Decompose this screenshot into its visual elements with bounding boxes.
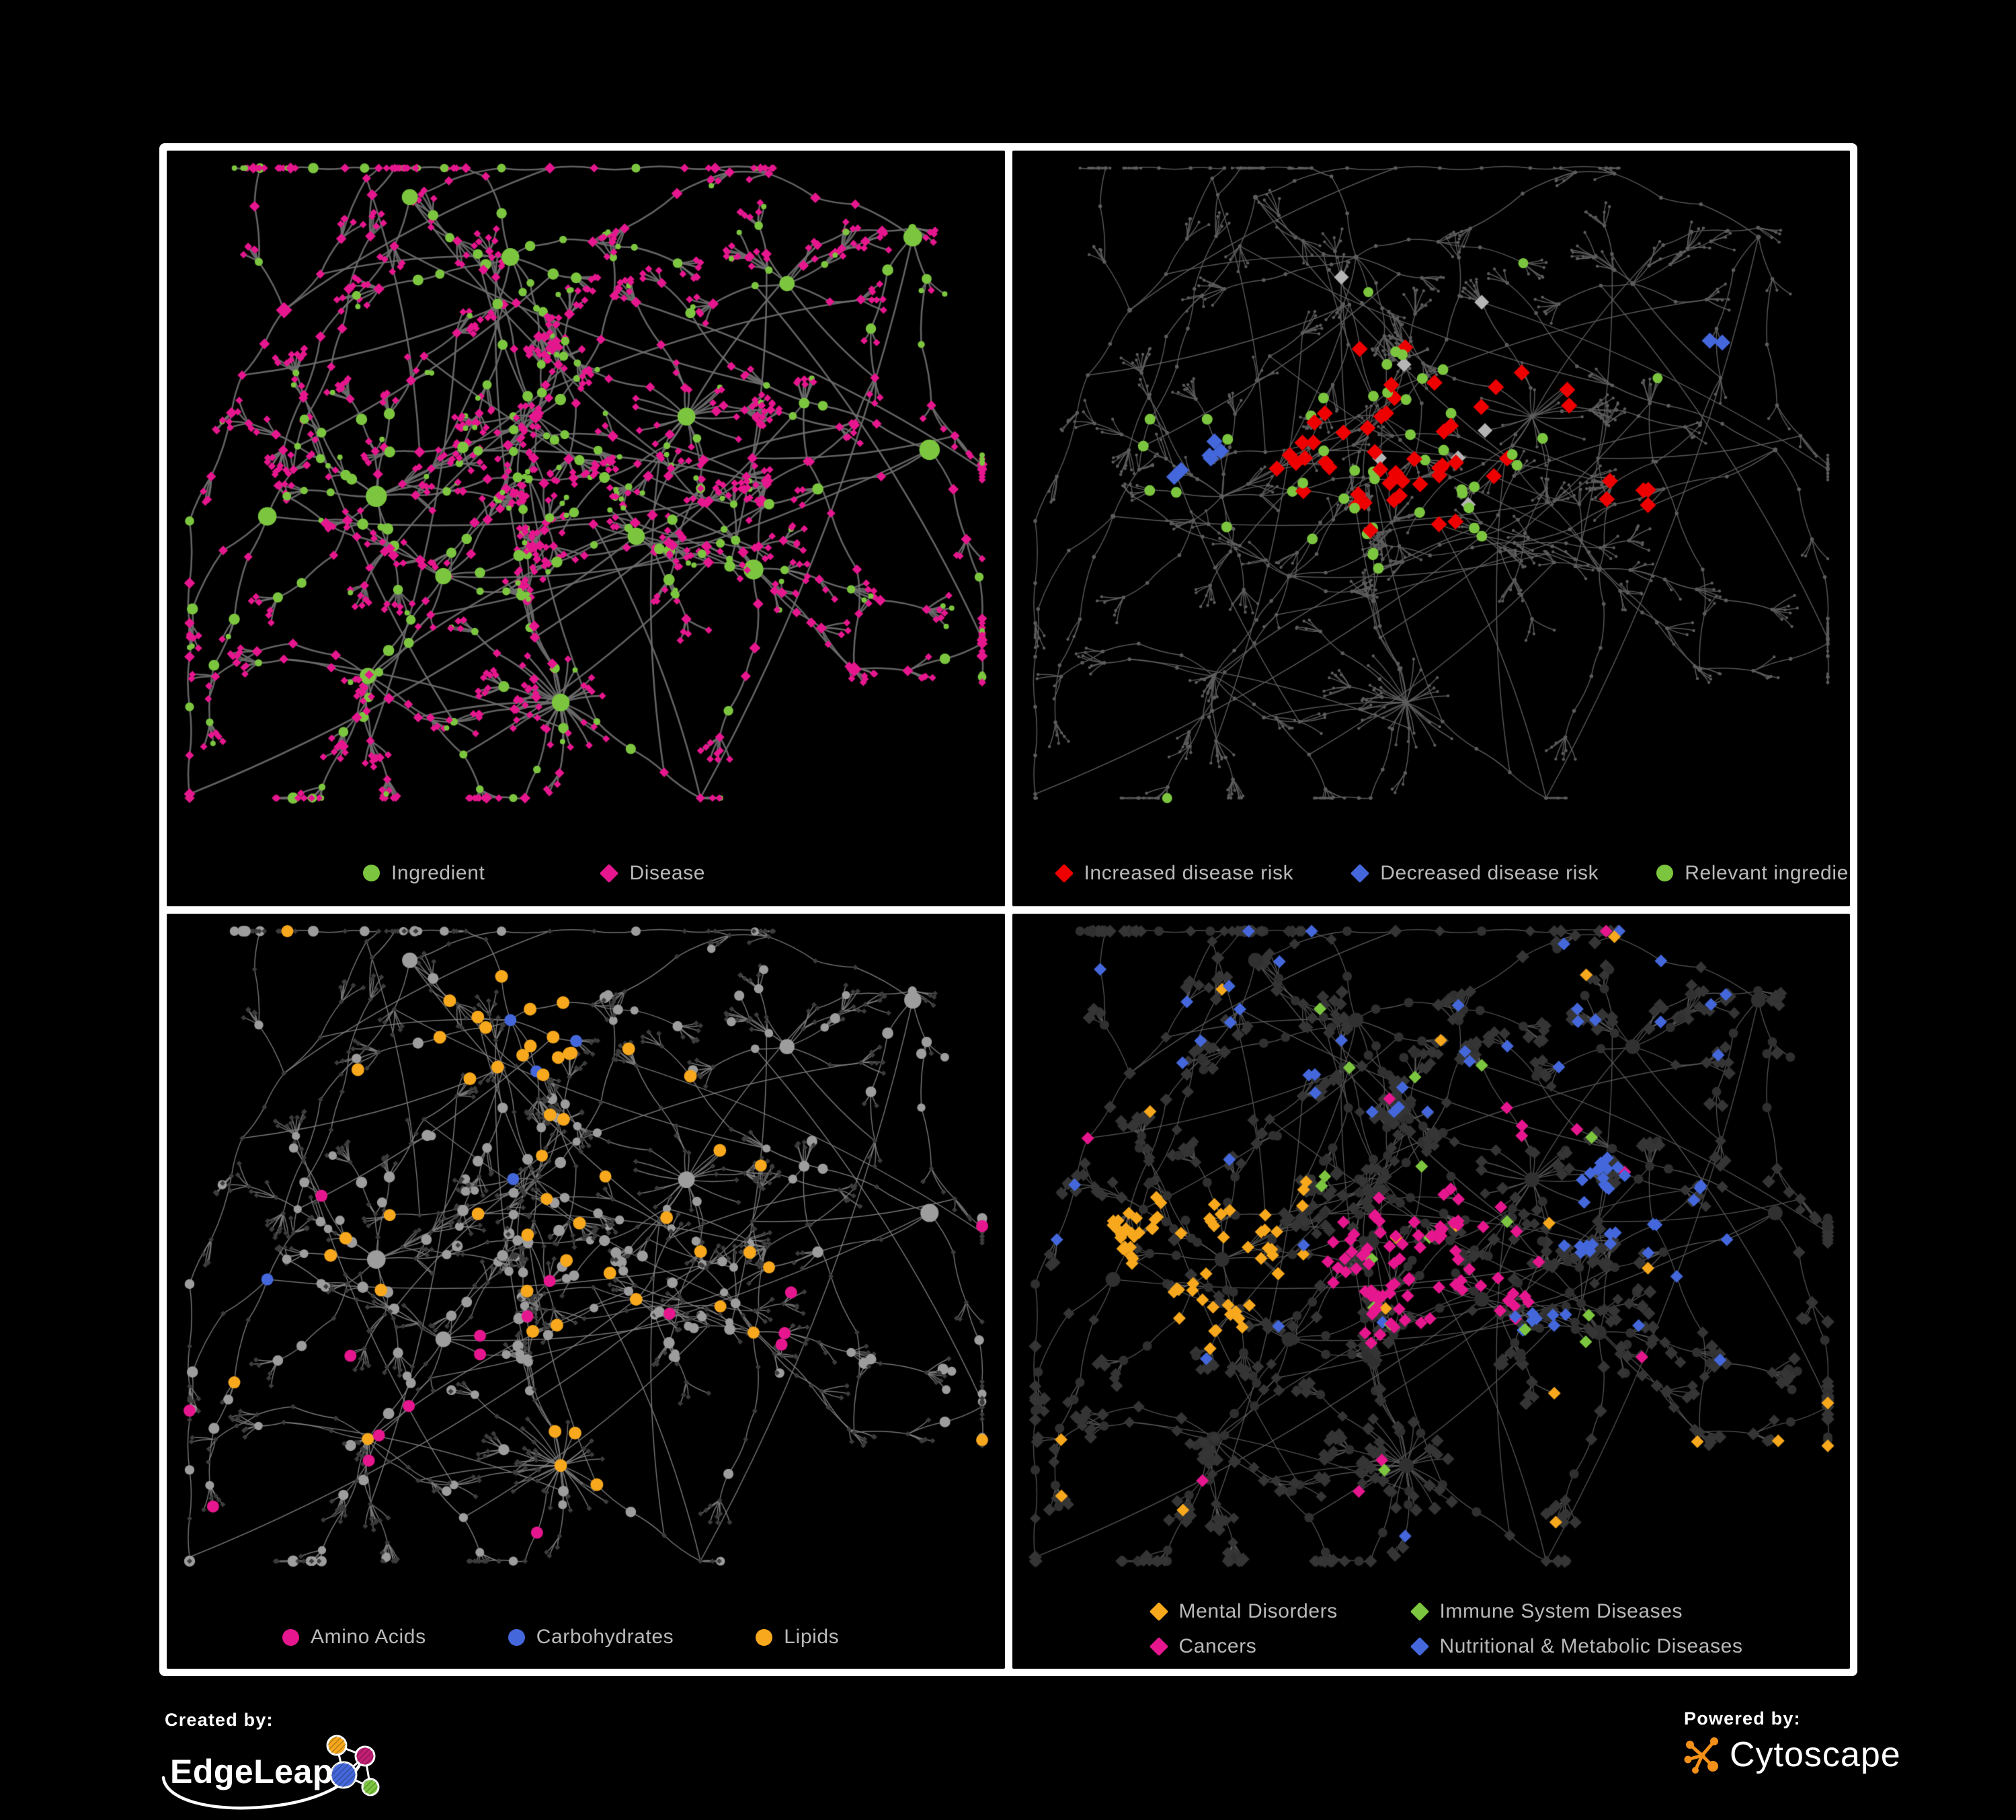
- legend-item-amino-acids: Amino Acids: [282, 1626, 426, 1649]
- legend-diamond-cancers: [1149, 1636, 1168, 1657]
- panel-disease-category: Mental Disorders Immune System Diseases Ca…: [1012, 913, 1850, 1669]
- created-by-block: Created by: EdgeLeap: [161, 1710, 541, 1817]
- legend-item-increased-disease-risk: Increased disease risk: [1054, 861, 1294, 885]
- legend-item-lipids: Lipids: [756, 1626, 839, 1649]
- legend-label: Immune System Diseases: [1439, 1600, 1683, 1622]
- legend-label: Increased disease risk: [1084, 861, 1294, 884]
- edgeleap-wordmark: EdgeLeap: [170, 1753, 333, 1790]
- legend-label: Disease: [629, 861, 706, 884]
- legend-item-relevant-ingredient: Relevant ingredient: [1656, 862, 1850, 885]
- cytoscape-wordmark: Cytoscape: [1730, 1735, 1901, 1774]
- legend-item-decreased-disease-risk: Decreased disease risk: [1350, 861, 1599, 885]
- network-graph-disease-risk: [1012, 151, 1850, 906]
- edgeleap-logo-graphic: EdgeLeap: [161, 1735, 380, 1810]
- legend-nutrient-category: Amino Acids Carbohydrates Lipids: [282, 1626, 839, 1649]
- legend-item-mental-disorders: Mental Disorders: [1149, 1600, 1411, 1623]
- legend-disease-category: Mental Disorders Immune System Diseases Ca…: [1149, 1600, 1743, 1658]
- legend-label: Amino Acids: [311, 1626, 426, 1648]
- edgeleap-network-mark: [326, 1735, 380, 1796]
- legend-label: Mental Disorders: [1178, 1600, 1338, 1622]
- network-graph-disease-category: [1012, 913, 1850, 1669]
- network-graph-nutrient-category: [167, 913, 1005, 1669]
- edgeleap-logo: EdgeLeap: [161, 1735, 541, 1814]
- legend-diamond-immune-system-diseases: [1410, 1601, 1429, 1622]
- legend-item-nutritional-metabolic-diseases: Nutritional & Metabolic Diseases: [1410, 1635, 1743, 1658]
- panel-ingredient-disease: Ingredient Disease: [167, 151, 1005, 906]
- legend-item-immune-system-diseases: Immune System Diseases: [1410, 1600, 1743, 1623]
- legend-label: Nutritional & Metabolic Diseases: [1439, 1635, 1743, 1657]
- legend-item-ingredient: Ingredient: [363, 862, 485, 885]
- panel-disease-risk: Increased disease risk Decreased disease …: [1012, 151, 1850, 906]
- legend-item-carbohydrates: Carbohydrates: [508, 1626, 674, 1649]
- legend-label: Cancers: [1178, 1635, 1257, 1657]
- legend-label: Decreased disease risk: [1380, 861, 1599, 884]
- cytoscape-icon: [1684, 1737, 1718, 1774]
- legend-disease-risk: Increased disease risk Decreased disease …: [1054, 861, 1850, 885]
- panel-grid: Ingredient Disease Increased disease risk…: [159, 143, 1857, 1676]
- legend-label: Relevant ingredient: [1685, 861, 1850, 884]
- powered-by-block: Powered by: Cytosc: [1684, 1708, 1966, 1796]
- legend-circle-lipids: [756, 1628, 773, 1646]
- powered-by-label: Powered by:: [1684, 1708, 1801, 1729]
- legend-diamond-decreased-disease-risk: [1350, 863, 1370, 883]
- legend-item-disease: Disease: [600, 862, 705, 885]
- legend-item-cancers: Cancers: [1149, 1635, 1411, 1658]
- legend-circle-carbohydrates: [508, 1628, 525, 1646]
- legend-label: Carbohydrates: [536, 1626, 674, 1648]
- legend-circle-amino-acids: [282, 1628, 299, 1646]
- legend-circle-ingredient: [363, 865, 380, 881]
- legend-label: Ingredient: [391, 861, 485, 884]
- legend-label: Lipids: [784, 1626, 840, 1648]
- network-graph-ingredient-disease: [167, 151, 1005, 906]
- created-by-label: Created by:: [165, 1710, 274, 1730]
- legend-circle-relevant-ingredient: [1656, 865, 1674, 881]
- legend-diamond-increased-disease-risk: [1054, 863, 1074, 883]
- legend-ingredient-disease: Ingredient Disease: [363, 862, 705, 885]
- legend-diamond-disease: [600, 863, 619, 883]
- panel-nutrient-category: Amino Acids Carbohydrates Lipids: [167, 913, 1005, 1669]
- legend-diamond-mental-disorders: [1149, 1601, 1168, 1622]
- legend-diamond-nutritional-metabolic-diseases: [1410, 1636, 1429, 1657]
